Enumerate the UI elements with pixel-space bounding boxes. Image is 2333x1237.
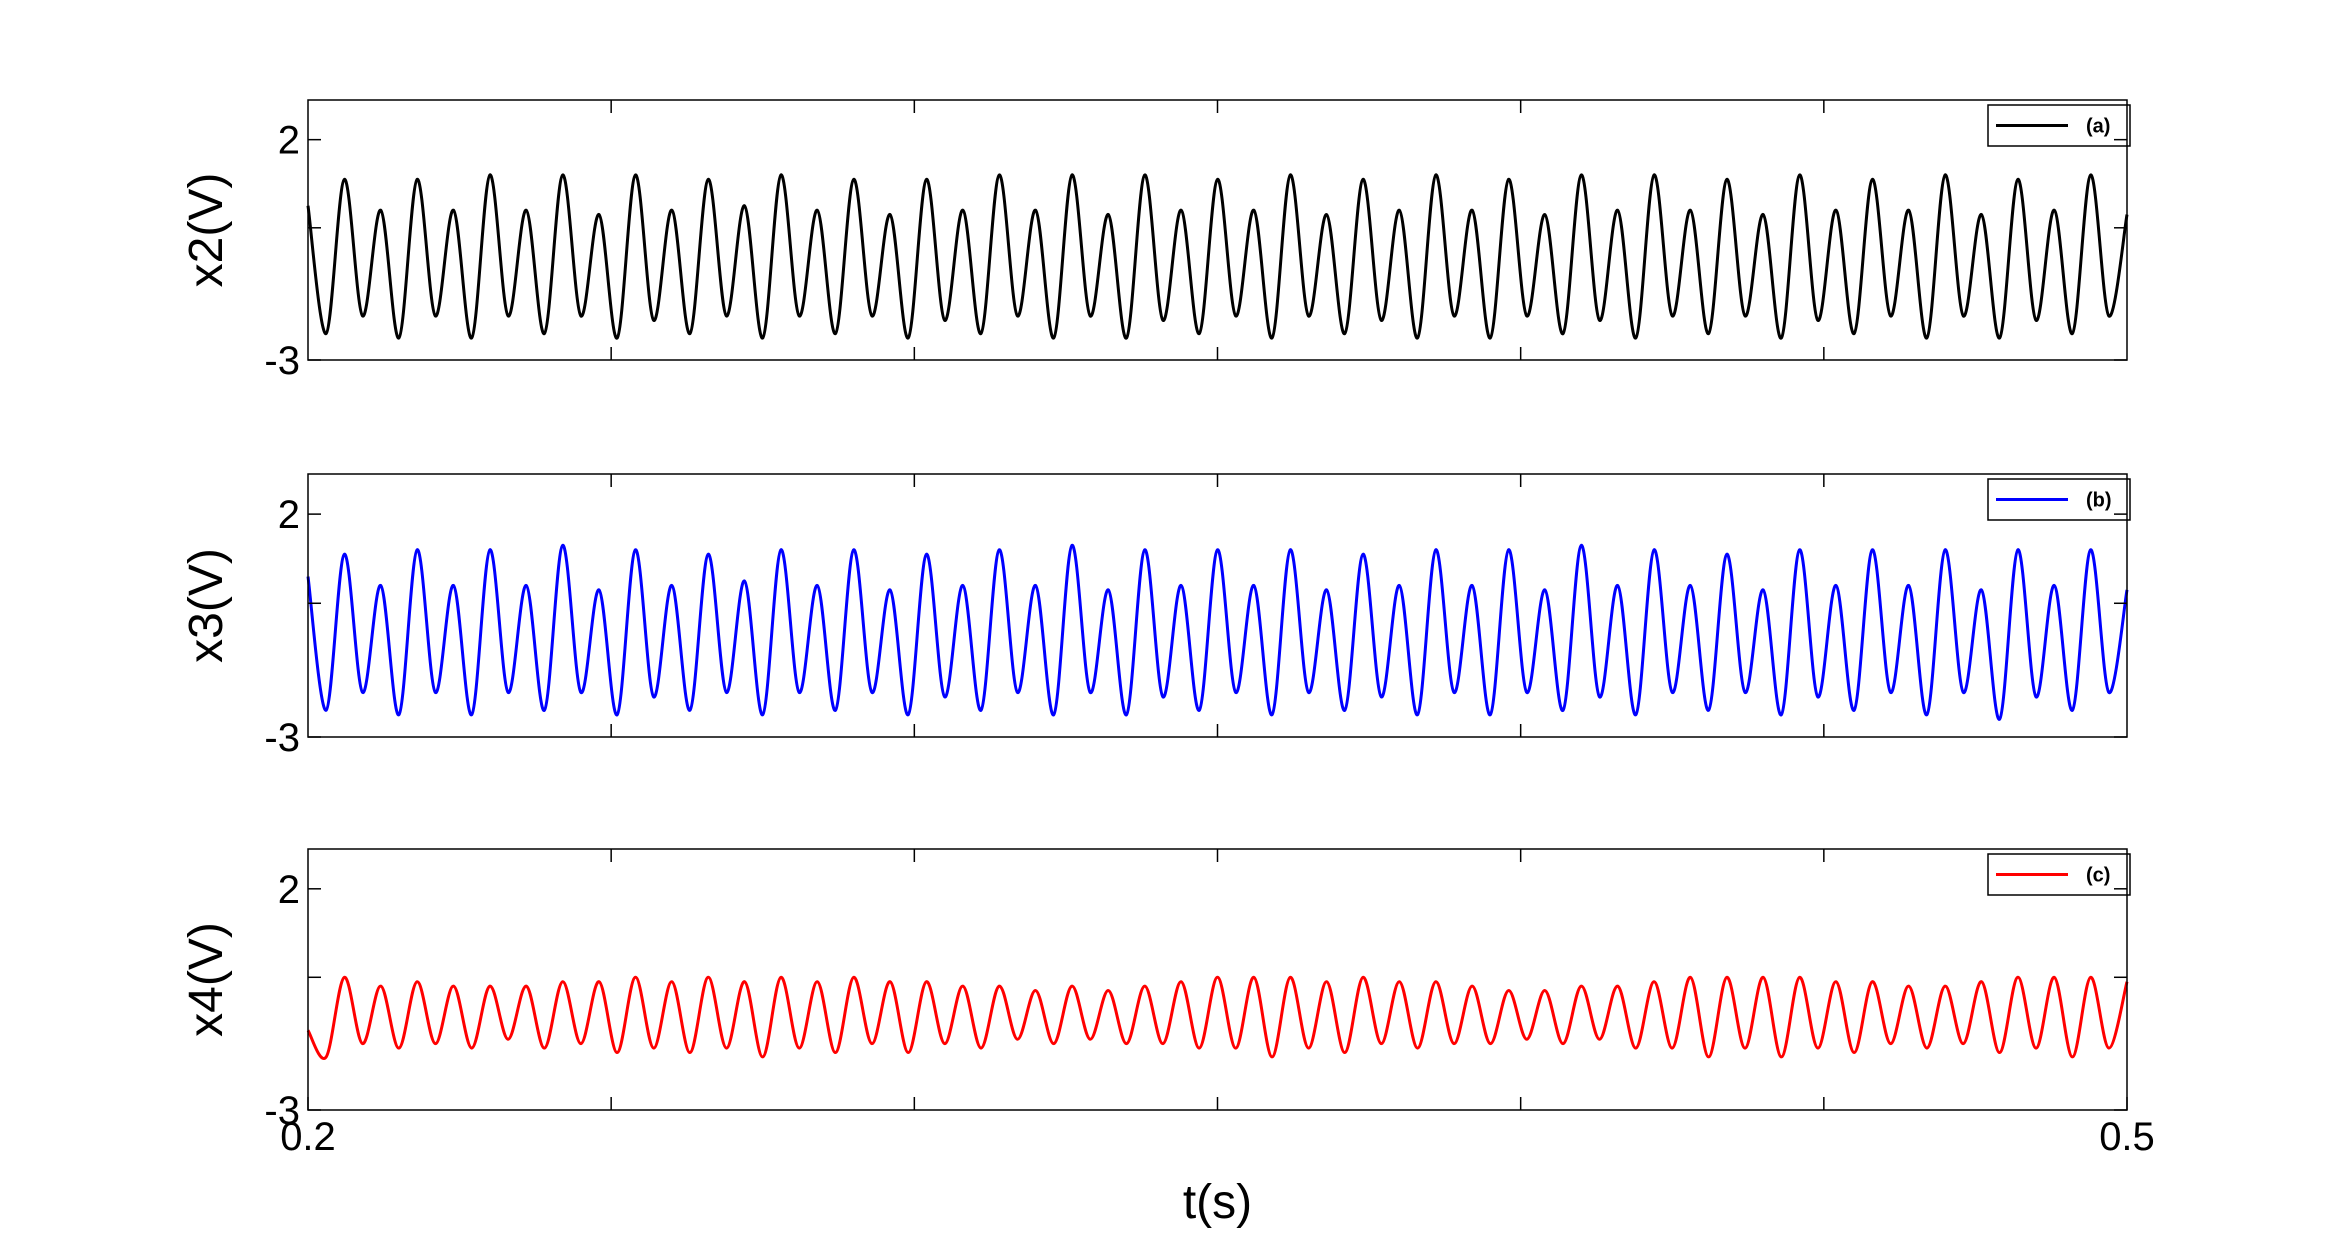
y-tick-label: 2	[278, 119, 300, 163]
axes-box	[307, 848, 2128, 1111]
axes-box	[307, 473, 2128, 738]
y-tick-label: -3	[264, 339, 300, 383]
x-axis-label: t(s)	[1183, 1176, 1252, 1229]
y-tick-label: 2	[278, 868, 300, 912]
data-line	[306, 543, 2129, 721]
y-axis-label: x4(V)	[180, 922, 233, 1037]
axes-box	[307, 99, 2128, 361]
y-axis-label: x2(V)	[180, 173, 233, 288]
y-tick-label: 2	[278, 493, 300, 537]
legend-label: (b)	[2086, 490, 2112, 512]
x-tick-label: 0.5	[2099, 1115, 2155, 1159]
y-tick-label: -3	[264, 716, 300, 760]
y-axis-label: x3(V)	[180, 548, 233, 663]
y-tick-label: -3	[264, 1089, 300, 1133]
legend-label: (a)	[2086, 116, 2110, 138]
data-line	[306, 173, 2129, 340]
x-tick-label: 0.2	[280, 1115, 336, 1159]
legend-label: (c)	[2086, 865, 2110, 887]
data-line	[306, 975, 2129, 1060]
